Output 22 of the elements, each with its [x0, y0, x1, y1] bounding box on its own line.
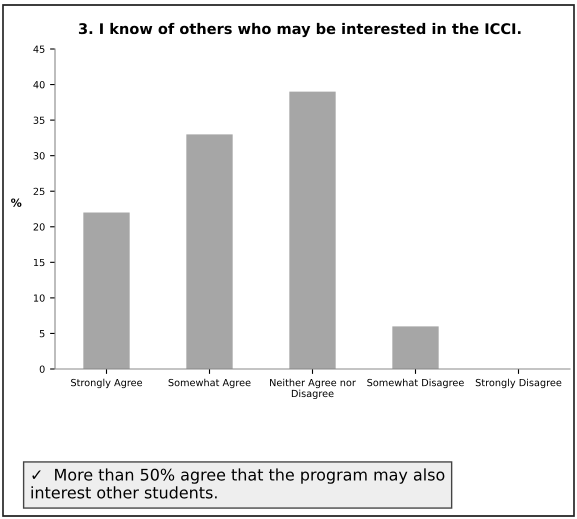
- y-tick-label: 10: [34, 294, 45, 302]
- bar: [392, 326, 439, 369]
- chart-title: 3. I know of others who may be interested in the ICCI.: [78, 22, 521, 38]
- y-tick-label: 40: [33, 81, 45, 88]
- y-tick-label: 5: [40, 330, 44, 338]
- y-tick-label: 35: [34, 116, 44, 124]
- y-tick-label: 30: [34, 152, 45, 160]
- x-tick-label: Somewhat Disagree: [367, 378, 464, 388]
- y-tick-label: 0: [40, 365, 45, 373]
- x-tick-label: Somewhat Agree: [168, 378, 251, 388]
- bar: [83, 212, 130, 369]
- y-tick-label: 25: [34, 188, 44, 196]
- bar: [289, 92, 336, 369]
- y-axis-title: %: [11, 198, 22, 207]
- x-tick-label: Strongly Agree: [71, 378, 142, 388]
- x-tick-label: Strongly Disagree: [476, 378, 562, 388]
- y-tick-label: 45: [33, 46, 44, 53]
- x-tick-label: Neither Agree nor Disagree: [270, 378, 356, 400]
- bar: [186, 134, 233, 369]
- y-tick-label: 20: [34, 223, 45, 231]
- y-tick-label: 15: [34, 258, 44, 266]
- text: ✓ More than 50% agree that the program may also interest other students.: [32, 468, 444, 499]
